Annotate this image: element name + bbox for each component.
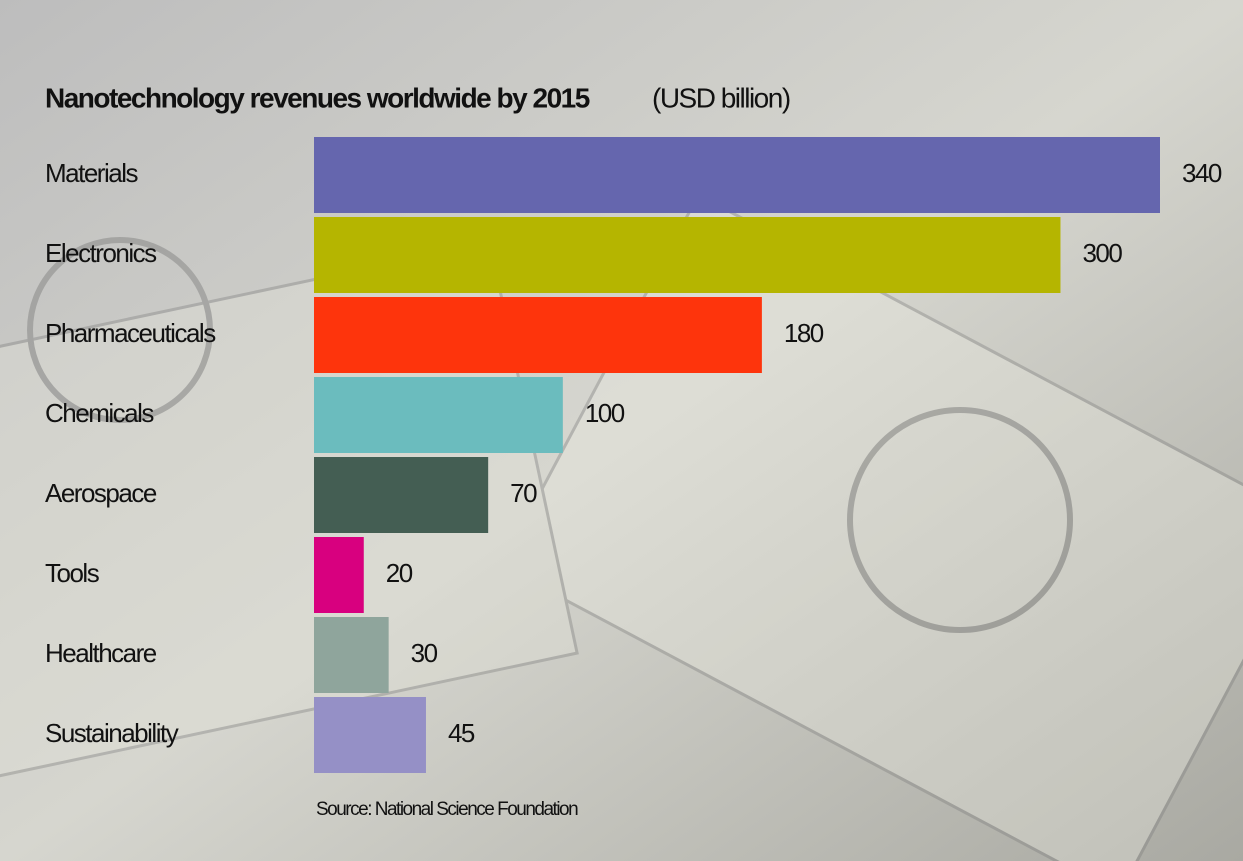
value-label: 340 <box>1182 158 1222 188</box>
bar <box>314 217 1060 293</box>
value-label: 20 <box>386 558 413 588</box>
value-label: 30 <box>411 638 438 668</box>
category-label: Tools <box>45 558 100 588</box>
category-label: Materials <box>45 158 138 188</box>
bar <box>314 377 563 453</box>
value-label: 300 <box>1082 238 1122 268</box>
bar <box>314 137 1160 213</box>
category-label: Healthcare <box>45 638 157 668</box>
source-note: Source: National Science Foundation <box>316 799 578 820</box>
category-label: Electronics <box>45 238 157 268</box>
category-label: Aerospace <box>45 478 157 508</box>
chart: Nanotechnology revenues worldwide by 201… <box>0 0 1243 861</box>
bar <box>314 457 488 533</box>
category-label: Pharmaceuticals <box>45 318 216 348</box>
category-label: Sustainability <box>45 718 179 748</box>
bar <box>314 697 426 773</box>
chart-title: Nanotechnology revenues worldwide by 201… <box>45 82 590 113</box>
value-label: 180 <box>784 318 824 348</box>
chart-subtitle: (USD billion) <box>652 82 790 113</box>
bar <box>314 297 762 373</box>
value-label: 70 <box>510 478 537 508</box>
value-label: 45 <box>448 718 475 748</box>
value-label: 100 <box>585 398 625 428</box>
bar <box>314 537 364 613</box>
bar <box>314 617 389 693</box>
category-label: Chemicals <box>45 398 154 428</box>
